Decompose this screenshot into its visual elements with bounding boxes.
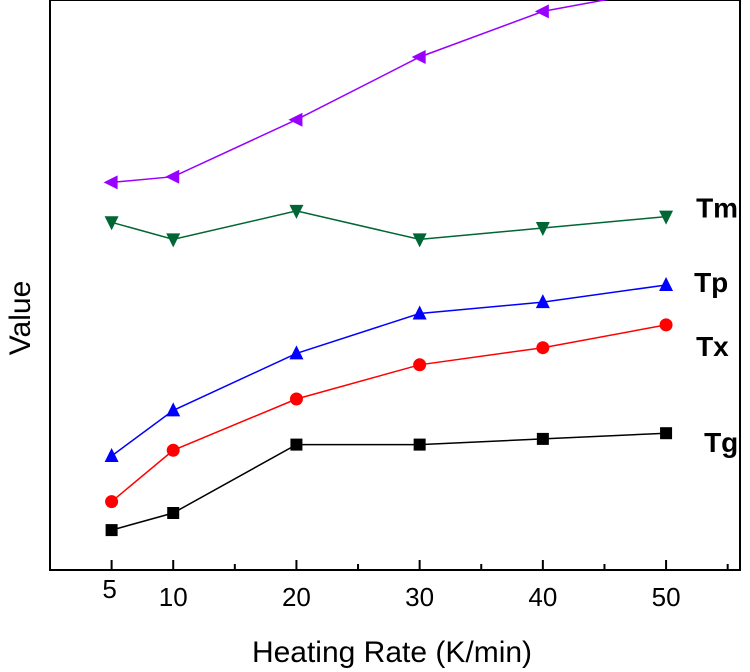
y-axis-title: Value — [4, 281, 37, 356]
series-tx-point-50 — [659, 318, 673, 332]
series-tm-point-5 — [104, 216, 119, 231]
series-label-tm: Tm — [696, 193, 738, 224]
series-tg-point-50 — [660, 427, 673, 440]
series-tg-point-5 — [105, 524, 118, 537]
x-axis-title: Heating Rate (K/min) — [252, 636, 532, 669]
series-label-tp: Tp — [694, 267, 728, 298]
series-tp-point-20 — [289, 345, 304, 360]
series-tp-point-5 — [104, 448, 119, 462]
x-tick-label-40: 40 — [528, 582, 557, 612]
series-tx — [105, 318, 673, 509]
series-tp-point-50 — [659, 277, 674, 291]
series-tl-point-40 — [534, 4, 549, 19]
series-tg-line — [111, 432, 667, 531]
series-tm — [104, 204, 674, 248]
x-tick-labels: 5 10 20 30 40 50 — [102, 574, 680, 612]
series-tx-point-20 — [289, 392, 303, 406]
series-tp-point-10 — [166, 402, 181, 417]
series-tg-point-40 — [536, 432, 549, 445]
series-tm-line — [111, 210, 667, 241]
axis-ticks — [110, 560, 729, 570]
series-tx-point-40 — [536, 341, 550, 355]
series-tm-point-20 — [289, 204, 304, 219]
series-tm-point-30 — [412, 233, 427, 248]
series-tx-point-5 — [105, 495, 119, 509]
series-tm-point-50 — [659, 210, 674, 225]
series-tp-line — [111, 284, 667, 457]
x-tick-label-50: 50 — [652, 582, 681, 612]
series-label-tl: Tl — [696, 0, 721, 2]
series-tp-point-30 — [412, 305, 427, 320]
series-tp-point-40 — [535, 294, 550, 309]
series-tp — [104, 277, 674, 462]
series-tg-point-10 — [167, 507, 180, 519]
series-tx-line — [111, 324, 667, 503]
x-tick-label-20: 20 — [282, 582, 311, 612]
series-tg-point-30 — [413, 438, 426, 451]
series-labels: Tg Tx Tp Tm Tl — [694, 0, 738, 458]
x-tick-label-30: 30 — [405, 582, 434, 612]
x-tick-label-5: 5 — [102, 574, 116, 604]
series-tm-point-10 — [166, 233, 181, 248]
series-tg-point-20 — [290, 438, 303, 451]
series-tg — [105, 427, 673, 537]
series-tx-point-10 — [166, 443, 180, 457]
series-label-tx: Tx — [696, 331, 729, 362]
plot-frame — [49, 0, 741, 571]
series-tl-point-20 — [288, 112, 303, 127]
series-tl-line — [111, 0, 609, 184]
series-tm-point-40 — [535, 222, 550, 236]
series-tl-point-30 — [411, 50, 426, 64]
series-tl — [103, 0, 609, 190]
series-tx-point-30 — [413, 358, 427, 372]
series-tl-point-10 — [165, 169, 180, 184]
x-tick-label-10: 10 — [159, 582, 188, 612]
series-layer — [103, 0, 674, 537]
series-label-tg: Tg — [704, 427, 738, 458]
series-tl-point-5 — [103, 175, 118, 190]
